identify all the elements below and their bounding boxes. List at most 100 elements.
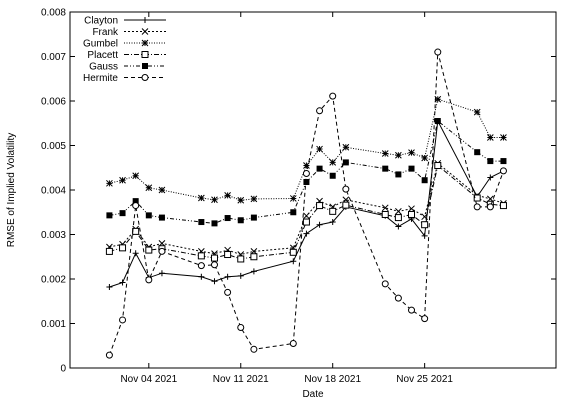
- y-tick-label: 0.003: [41, 230, 66, 241]
- open-circle-marker: [421, 315, 429, 323]
- series-line: [108, 51, 504, 356]
- y-tick-label: 0: [60, 364, 66, 375]
- filled-square-marker: [132, 198, 139, 205]
- star-marker: [197, 194, 205, 202]
- open-square-marker: [145, 246, 153, 254]
- y-axis-title: RMSE of Implied Volatility: [6, 133, 17, 248]
- star-marker: [303, 162, 310, 169]
- plus-marker: [290, 258, 297, 265]
- plot-frame: [69, 11, 557, 369]
- open-circle-marker: [250, 345, 258, 353]
- filled-square-marker: [198, 219, 205, 226]
- series-line: [109, 98, 504, 201]
- open-square-marker: [421, 221, 429, 229]
- y-axis-ticks: 0 0.001 0.002 0.003 0.004 0.005 0.006 0.007 0.00…: [41, 8, 556, 375]
- open-square-marker: [289, 248, 297, 256]
- plus-marker: [329, 219, 336, 226]
- open-circle-marker: [145, 276, 153, 284]
- series-clayton: [106, 118, 507, 291]
- open-square-marker: [408, 210, 416, 218]
- filled-square-marker: [237, 217, 244, 224]
- star-marker: [342, 143, 350, 151]
- star-marker: [141, 39, 149, 47]
- open-circle-marker: [132, 202, 140, 210]
- filled-square-marker: [316, 165, 323, 172]
- star-marker: [486, 134, 494, 141]
- y-tick-label: 0.008: [41, 8, 66, 19]
- open-square-marker: [210, 254, 218, 262]
- y-tick-label: 0.001: [41, 319, 66, 330]
- cross-marker: [408, 205, 415, 213]
- open-circle-marker: [302, 170, 310, 178]
- filled-square-marker: [382, 165, 389, 172]
- legend-label: Gauss: [89, 62, 118, 73]
- open-square-marker: [132, 227, 140, 235]
- open-circle-marker: [329, 92, 337, 100]
- plus-marker: [119, 279, 126, 286]
- open-square-marker: [329, 207, 337, 215]
- y-tick-label: 0.006: [41, 97, 66, 108]
- x-tick-label: Nov 04 2021: [120, 374, 177, 385]
- x-tick-label: Nov 25 2021: [396, 374, 453, 385]
- x-axis-title: Date: [302, 389, 324, 400]
- plus-marker: [211, 278, 218, 285]
- filled-square-marker: [158, 214, 165, 221]
- open-circle-marker: [158, 247, 166, 255]
- filled-square-marker: [303, 178, 310, 185]
- open-circle-marker: [224, 288, 232, 296]
- plus-marker: [421, 232, 428, 239]
- star-marker: [421, 154, 429, 162]
- x-tick-label: Nov 11 2021: [213, 374, 269, 385]
- filled-square-marker: [434, 118, 441, 125]
- star-marker: [381, 150, 389, 157]
- filled-square-marker: [408, 165, 415, 172]
- series-placett: [105, 162, 507, 263]
- filled-square-marker: [119, 210, 126, 217]
- open-square-marker: [302, 218, 310, 226]
- plus-marker: [303, 230, 310, 237]
- filled-square-marker: [329, 172, 336, 179]
- plus-marker: [395, 223, 402, 230]
- open-square-marker: [224, 251, 232, 259]
- star-marker: [250, 195, 258, 203]
- open-circle-marker: [381, 280, 389, 288]
- series-layer: [105, 48, 507, 359]
- plus-marker: [224, 273, 231, 280]
- y-tick-label: 0.007: [41, 52, 66, 63]
- open-square-marker: [473, 194, 481, 202]
- open-circle-marker: [210, 261, 218, 269]
- star-marker: [158, 186, 166, 194]
- filled-square-marker: [342, 159, 349, 166]
- plus-marker: [132, 250, 139, 257]
- filled-square-marker: [500, 158, 507, 165]
- star-marker: [145, 184, 153, 192]
- filled-square-marker: [395, 171, 402, 178]
- series-line: [109, 119, 504, 288]
- plus-marker: [316, 221, 323, 228]
- plus-marker: [106, 284, 113, 291]
- star-marker: [224, 191, 231, 199]
- star-marker: [434, 95, 442, 103]
- filled-square-marker: [421, 177, 428, 184]
- filled-square-marker: [211, 220, 218, 227]
- open-circle-marker: [473, 203, 481, 211]
- series-gauss: [106, 118, 507, 227]
- plus-marker: [158, 270, 165, 277]
- x-tick-label: Nov 18 2021: [304, 374, 361, 385]
- plus-marker: [142, 17, 148, 23]
- open-square-marker: [342, 201, 350, 209]
- star-marker: [395, 151, 402, 159]
- star-marker: [408, 149, 415, 156]
- star-marker: [132, 172, 140, 180]
- open-circle-marker: [119, 316, 127, 324]
- cross-marker: [381, 204, 389, 212]
- plus-marker: [250, 268, 257, 275]
- star-marker: [473, 108, 481, 116]
- star-marker: [316, 145, 323, 153]
- legend-label: Frank: [92, 27, 119, 38]
- legend-label: Hermite: [83, 73, 118, 84]
- star-marker: [119, 176, 126, 184]
- star-marker: [237, 196, 245, 204]
- cross-marker: [141, 28, 149, 35]
